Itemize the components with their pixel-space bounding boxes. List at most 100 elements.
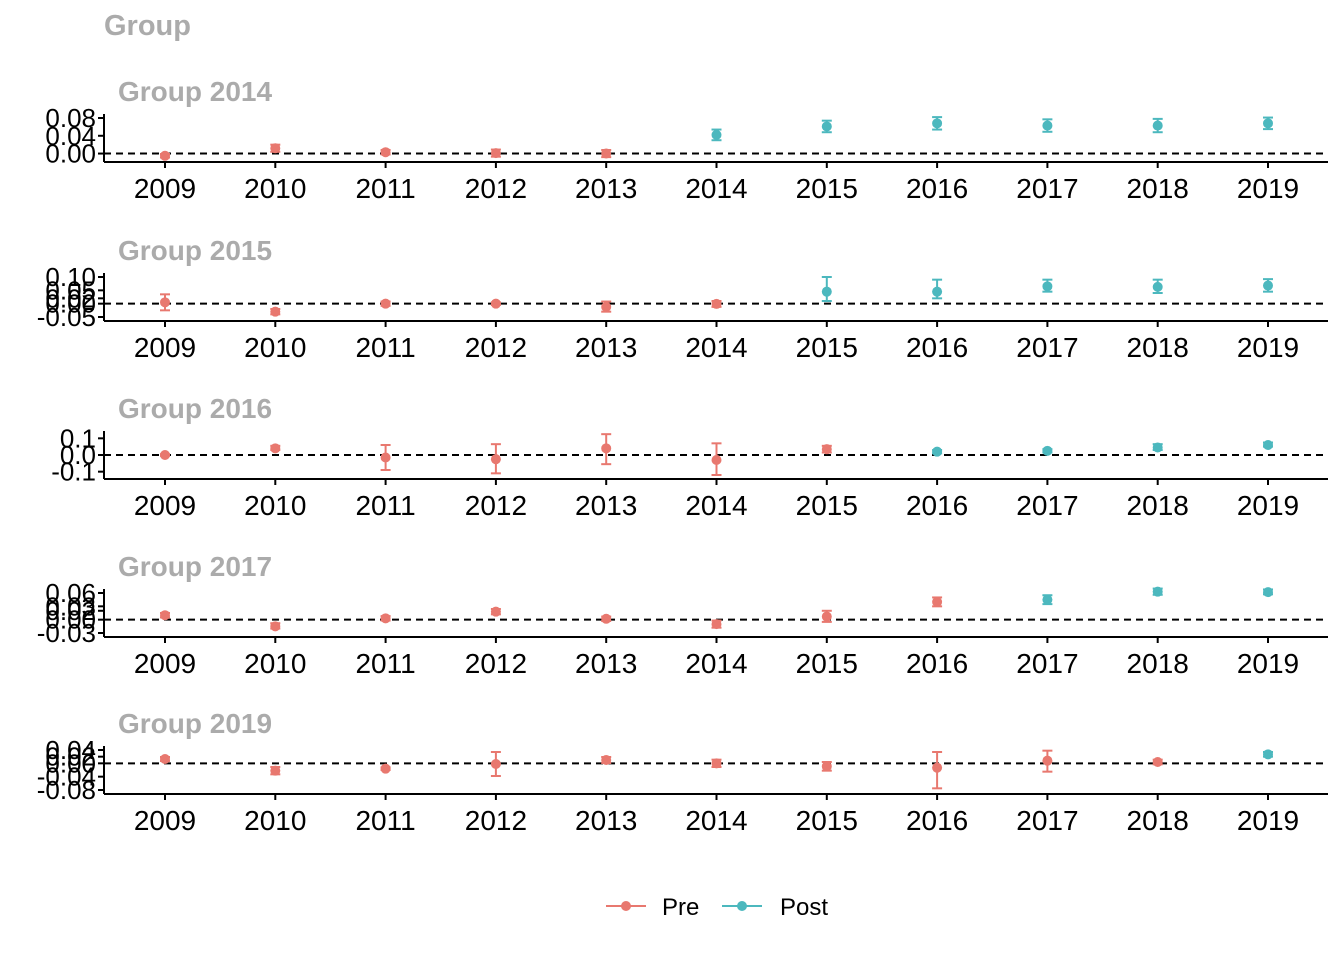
data-point [711, 619, 722, 630]
x-tick-label: 2016 [906, 332, 968, 363]
y-tick-label: 0.1 [60, 423, 96, 453]
data-point [1263, 440, 1273, 450]
legend-label: Pre [662, 894, 699, 921]
y-tick-label: 0.04 [45, 735, 96, 765]
x-tick-label: 2017 [1016, 805, 1078, 836]
y-tick-label: -0.03 [37, 618, 96, 648]
legend: Pre Post [606, 894, 828, 921]
data-point [821, 761, 832, 772]
x-tick-label: 2010 [244, 648, 306, 679]
data-point [1042, 445, 1053, 456]
x-tick-label: 2018 [1127, 490, 1189, 521]
x-tick-label: 2009 [134, 490, 196, 521]
y-tick-label: 0.04 [45, 121, 96, 151]
data-point [490, 454, 501, 465]
panel-title: Group 2016 [118, 393, 272, 424]
data-point [1042, 755, 1053, 766]
x-tick-label: 2011 [355, 490, 415, 521]
data-point [490, 298, 501, 309]
x-tick-label: 2009 [134, 173, 196, 204]
x-tick-label: 2012 [465, 805, 527, 836]
x-tick-label: 2015 [796, 648, 858, 679]
y-tick-label: 0.00 [45, 139, 96, 169]
y-tick-label: 0.05 [45, 275, 96, 305]
data-point [160, 754, 170, 764]
x-tick-label: 2011 [355, 332, 415, 363]
panel-group-2015: Group 2015 -0.050.000.020.050.10 2009 2010 2… [37, 235, 1328, 363]
y-tick-label: -0.05 [37, 302, 96, 332]
x-tick-label: 2016 [906, 805, 968, 836]
x-tick-label: 2009 [134, 332, 196, 363]
panel-group-2017: Group 2017 -0.030.000.020.030.06 2009 2010 2… [37, 551, 1328, 679]
data-point [821, 121, 832, 132]
y-tick-label: 0.0 [60, 440, 96, 470]
data-point [1263, 118, 1273, 129]
x-tick-label: 2017 [1016, 648, 1078, 679]
y-tick-label: -0.1 [51, 457, 96, 487]
x-tick-label: 2018 [1127, 648, 1189, 679]
x-tick-label: 2014 [685, 173, 747, 204]
y-tick-label: 0.00 [45, 605, 96, 635]
data-point [932, 286, 943, 297]
x-tick-label: 2017 [1016, 173, 1078, 204]
x-tick-label: 2014 [685, 332, 747, 363]
data-point [380, 763, 391, 774]
data-point [1152, 586, 1163, 597]
panel-group-2019: Group 2019 -0.08-0.040.000.020.04 2009 2010… [37, 708, 1328, 836]
x-tick-label: 2012 [465, 332, 527, 363]
x-tick-label: 2013 [575, 173, 637, 204]
x-tick-label: 2010 [244, 490, 306, 521]
x-tick-label: 2012 [465, 490, 527, 521]
x-tick-label: 2015 [796, 332, 858, 363]
data-point [160, 297, 170, 308]
x-tick-label: 2017 [1016, 490, 1078, 521]
x-tick-label: 2019 [1237, 332, 1299, 363]
y-tick-label: 0.08 [45, 103, 96, 133]
x-tick-label: 2018 [1127, 805, 1189, 836]
data-point [490, 606, 501, 617]
y-tick-label: 0.06 [45, 578, 96, 608]
x-tick-label: 2014 [685, 648, 747, 679]
data-point [601, 301, 612, 312]
data-point [601, 443, 612, 454]
data-point [1152, 442, 1163, 453]
data-point [932, 118, 943, 129]
x-tick-label: 2010 [244, 332, 306, 363]
y-tick-label: -0.08 [37, 775, 96, 805]
data-point [160, 450, 170, 460]
data-point [932, 446, 943, 457]
x-tick-label: 2014 [685, 805, 747, 836]
legend-key-point [621, 901, 631, 911]
x-tick-label: 2010 [244, 805, 306, 836]
data-point [1263, 749, 1273, 760]
chart-title: Group [104, 10, 191, 42]
x-tick-label: 2013 [575, 332, 637, 363]
x-tick-label: 2019 [1237, 648, 1299, 679]
data-point [1152, 757, 1163, 767]
panel-group-2014: Group 2014 0.000.040.08 2009 2010 2011 2012 20… [45, 76, 1328, 204]
data-point [601, 148, 612, 159]
y-tick-label: 0.02 [45, 596, 96, 626]
data-point [821, 611, 832, 622]
data-point [1263, 280, 1273, 291]
y-tick-label: 0.10 [45, 262, 96, 292]
data-point [270, 143, 281, 154]
y-tick-label: 0.02 [45, 283, 96, 313]
data-point [270, 765, 281, 776]
x-tick-label: 2010 [244, 173, 306, 204]
panel-title: Group 2019 [118, 708, 272, 739]
x-tick-label: 2011 [355, 648, 415, 679]
data-point [601, 613, 612, 624]
data-point [380, 452, 391, 463]
x-tick-label: 2012 [465, 648, 527, 679]
data-point [932, 762, 943, 773]
x-tick-label: 2013 [575, 490, 637, 521]
data-point [932, 596, 943, 607]
y-tick-label: 0.00 [45, 748, 96, 778]
data-point [711, 455, 722, 465]
x-tick-label: 2018 [1127, 332, 1189, 363]
x-tick-label: 2016 [906, 490, 968, 521]
x-tick-label: 2014 [685, 490, 747, 521]
